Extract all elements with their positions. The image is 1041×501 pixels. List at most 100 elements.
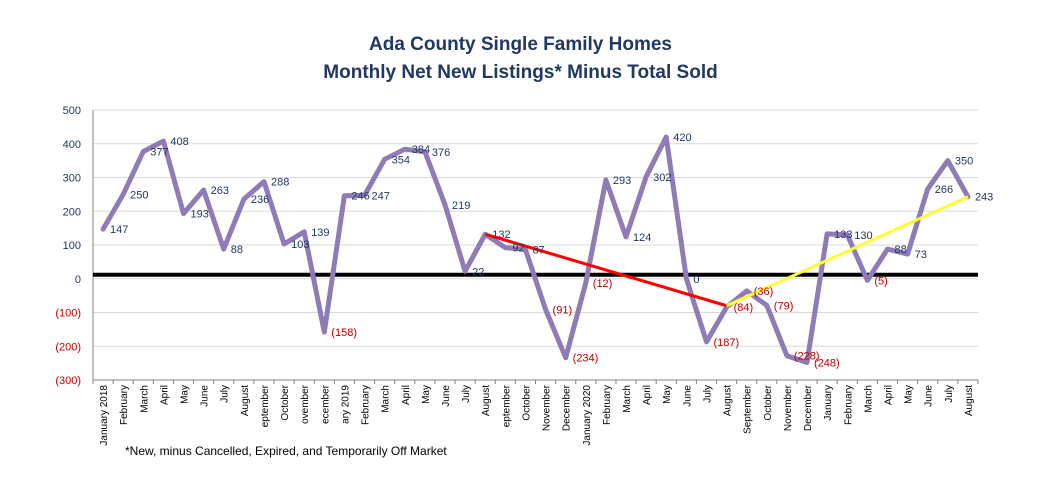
x-tick-label: ary 2019 xyxy=(340,385,351,424)
data-label: 293 xyxy=(613,175,631,187)
data-label: 376 xyxy=(432,147,450,159)
x-tick-label: August xyxy=(481,385,492,416)
x-tick-label: February xyxy=(119,385,130,425)
x-tick-label: October xyxy=(521,384,532,420)
x-tick-label: November xyxy=(542,384,553,431)
data-label: 22 xyxy=(472,266,484,278)
data-label: 288 xyxy=(271,177,289,189)
data-label: 132 xyxy=(492,229,510,241)
x-tick-label: November xyxy=(783,384,794,431)
data-label: 0 xyxy=(693,274,699,286)
x-tick-label: June xyxy=(200,385,211,407)
data-label: 243 xyxy=(975,192,993,204)
y-tick-label: 0 xyxy=(75,274,81,286)
x-tick-label: December xyxy=(562,384,573,431)
data-label: 247 xyxy=(372,190,390,202)
y-tick-label: 100 xyxy=(63,240,81,252)
data-label: (36) xyxy=(754,286,774,298)
x-tick-label: March xyxy=(139,385,150,413)
y-tick-label: 200 xyxy=(63,206,81,218)
data-label: 133 xyxy=(834,229,852,241)
x-tick-label: February xyxy=(602,385,613,425)
chart-footnote: *New, minus Cancelled, Expired, and Temp… xyxy=(125,444,447,458)
x-tick-label: eptember xyxy=(260,384,271,427)
y-tick-label: 400 xyxy=(63,139,81,151)
data-label: (5) xyxy=(874,275,887,287)
y-tick-label: (200) xyxy=(55,341,81,353)
data-label: (12) xyxy=(593,278,613,290)
data-label: (187) xyxy=(713,337,739,349)
x-tick-label: May xyxy=(421,385,432,404)
x-tick-label: December xyxy=(803,384,814,431)
x-tick-label: May xyxy=(662,385,673,404)
x-tick-label: August xyxy=(240,385,251,416)
data-label: 193 xyxy=(191,209,209,221)
data-label: (228) xyxy=(794,351,820,363)
data-label: 236 xyxy=(251,194,269,206)
y-tick-label: (100) xyxy=(55,308,81,320)
data-label: 266 xyxy=(935,184,953,196)
data-label: 302 xyxy=(653,172,671,184)
data-label: 250 xyxy=(130,189,148,201)
data-label: 103 xyxy=(291,239,309,251)
x-tick-label: July xyxy=(220,385,231,403)
x-tick-label: ovember xyxy=(300,384,311,424)
x-tick-label: April xyxy=(401,385,412,405)
data-label: (79) xyxy=(774,300,794,312)
data-label: (84) xyxy=(734,302,754,314)
x-tick-label: April xyxy=(883,385,894,405)
x-tick-label: February xyxy=(843,385,854,425)
x-tick-label: June xyxy=(924,385,935,407)
x-tick-label: March xyxy=(863,385,874,413)
y-tick-label: 300 xyxy=(63,173,81,185)
data-label: 246 xyxy=(351,191,369,203)
data-label: 354 xyxy=(392,154,410,166)
data-label: 377 xyxy=(150,147,168,159)
x-tick-label: July xyxy=(461,385,472,403)
y-tick-label: (300) xyxy=(55,375,81,387)
x-tick-label: January xyxy=(823,385,834,421)
chart-subtitle: Monthly Net New Listings* Minus Total So… xyxy=(323,62,718,83)
x-tick-label: June xyxy=(441,385,452,407)
x-tick-label: eptember xyxy=(501,384,512,427)
x-tick-label: April xyxy=(159,385,170,405)
red-trend-line xyxy=(484,232,728,308)
x-tick-label: October xyxy=(280,384,291,420)
x-tick-label: June xyxy=(682,385,693,407)
x-tick-label: January 2018 xyxy=(99,385,110,446)
x-tick-label: May xyxy=(180,385,191,404)
x-tick-label: July xyxy=(944,385,955,403)
data-label: 384 xyxy=(412,144,430,156)
x-tick-label: August xyxy=(723,385,734,416)
data-label: (158) xyxy=(331,327,357,339)
data-label: (248) xyxy=(814,357,840,369)
data-label: 408 xyxy=(170,136,188,148)
x-tick-label: May xyxy=(904,385,915,404)
x-tick-label: March xyxy=(622,385,633,413)
x-tick-label: February xyxy=(361,385,372,425)
data-label: 147 xyxy=(110,224,128,236)
data-label: 88 xyxy=(231,244,243,256)
x-tick-label: March xyxy=(381,385,392,413)
x-tick-label: ecember xyxy=(320,384,331,424)
data-label: 263 xyxy=(211,185,229,197)
data-label: 88 xyxy=(894,244,906,256)
x-tick-label: July xyxy=(702,385,713,403)
data-label: (91) xyxy=(553,304,573,316)
x-tick-label: October xyxy=(763,384,774,420)
data-label: 139 xyxy=(311,227,329,239)
x-tick-label: September xyxy=(743,384,754,434)
data-label: 219 xyxy=(452,200,470,212)
series-line xyxy=(100,134,971,365)
x-tick-label: August xyxy=(964,385,975,416)
yellow-trend-line xyxy=(725,195,969,308)
data-label: (234) xyxy=(573,353,599,365)
data-label: 124 xyxy=(633,232,651,244)
data-label: 73 xyxy=(915,249,927,261)
data-label: 350 xyxy=(955,156,973,168)
chart-title: Ada County Single Family Homes xyxy=(369,34,672,55)
data-label: 87 xyxy=(532,244,544,256)
data-label: 420 xyxy=(673,132,691,144)
data-label: 92 xyxy=(512,243,524,255)
